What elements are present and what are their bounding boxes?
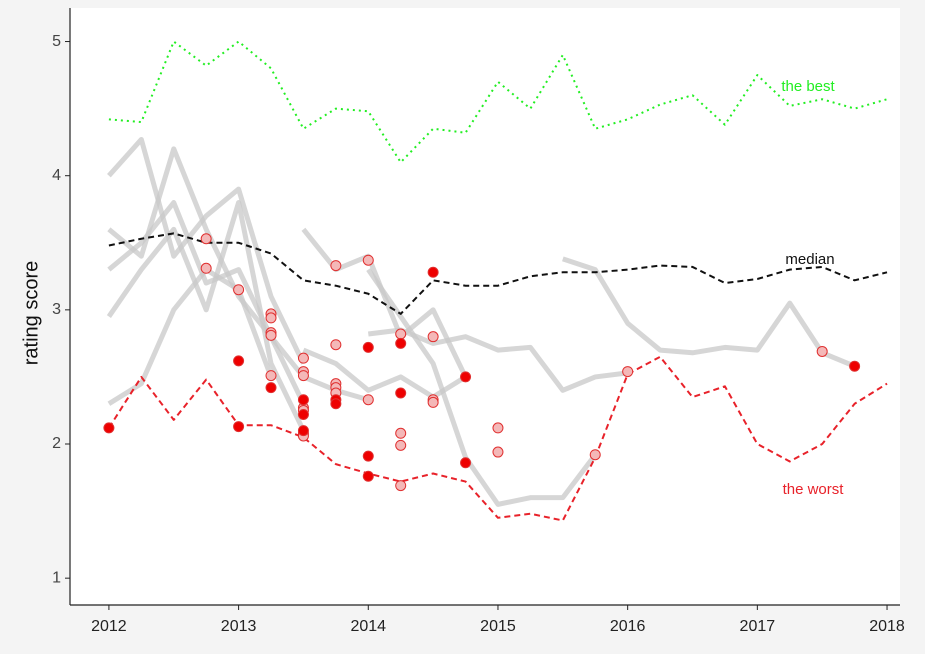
data-point — [460, 457, 472, 469]
data-point — [427, 396, 439, 408]
y-axis-label: rating score — [20, 261, 42, 366]
data-point — [330, 398, 342, 410]
series-label: median — [785, 251, 834, 268]
data-point — [330, 339, 342, 351]
series-line — [108, 232, 888, 315]
data-point — [395, 337, 407, 349]
data-point — [427, 266, 439, 278]
data-point — [362, 341, 374, 353]
data-point — [492, 446, 504, 458]
data-point — [849, 360, 861, 372]
series-line — [302, 347, 467, 400]
data-point — [265, 312, 277, 324]
data-point — [395, 480, 407, 492]
data-point — [362, 394, 374, 406]
series-line — [562, 256, 856, 369]
data-point — [233, 284, 245, 296]
data-point — [492, 422, 504, 434]
y-tick-label: 1 — [52, 569, 61, 586]
data-point — [200, 233, 212, 245]
data-point — [297, 408, 309, 420]
data-point — [200, 262, 212, 274]
y-tick-label: 4 — [52, 167, 61, 184]
data-point — [330, 260, 342, 272]
x-tick-label: 2013 — [221, 618, 257, 635]
data-point — [427, 331, 439, 343]
series-line — [108, 40, 888, 164]
x-tick-label: 2017 — [740, 618, 776, 635]
data-point — [622, 366, 634, 378]
data-point — [297, 352, 309, 364]
data-point — [589, 449, 601, 461]
series-line — [107, 200, 369, 403]
series-line — [107, 136, 306, 365]
data-point — [395, 328, 407, 340]
data-point — [816, 345, 828, 357]
data-point — [297, 370, 309, 382]
series-line — [106, 200, 306, 432]
data-point — [395, 387, 407, 399]
x-tick-label: 2016 — [610, 618, 646, 635]
data-point — [233, 355, 245, 367]
series-label: the best — [781, 78, 835, 95]
y-tick-label: 2 — [52, 435, 61, 452]
x-tick-label: 2015 — [480, 618, 516, 635]
data-point — [265, 329, 277, 341]
series-label: the worst — [783, 481, 845, 498]
data-point — [362, 254, 374, 266]
y-tick-label: 3 — [52, 301, 61, 318]
data-point — [265, 382, 277, 394]
plot-panel — [70, 8, 900, 605]
data-point — [233, 421, 245, 433]
x-tick-label: 2018 — [869, 618, 905, 635]
data-point — [395, 427, 407, 439]
data-point — [362, 450, 374, 462]
data-point — [103, 422, 115, 434]
series-line — [366, 268, 598, 507]
y-tick-label: 5 — [52, 33, 61, 50]
data-point — [297, 394, 309, 406]
series-line — [107, 267, 274, 406]
data-point — [265, 370, 277, 382]
data-point — [460, 371, 472, 383]
data-point — [297, 425, 309, 437]
data-point — [362, 470, 374, 482]
x-tick-label: 2012 — [91, 618, 127, 635]
x-tick-label: 2014 — [350, 618, 386, 635]
data-point — [395, 439, 407, 451]
